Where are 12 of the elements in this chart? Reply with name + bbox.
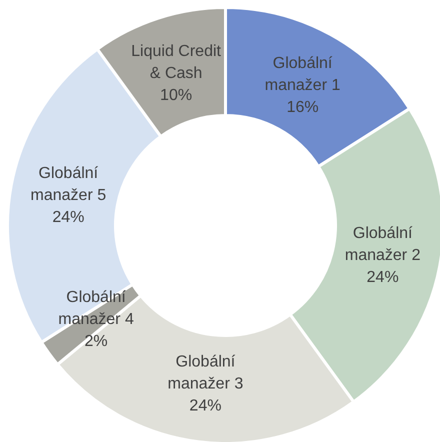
slice-label: Globální manažer 5 (30, 165, 106, 204)
slice-label: Globální manažer 2 (344, 224, 421, 264)
data-label: 24% (366, 268, 399, 286)
slice-label: Globální manažer 4 (58, 289, 134, 328)
data-label: 16% (286, 98, 319, 116)
data-label: 24% (189, 398, 222, 415)
slice-label: Liquid Credit & Cash (131, 42, 222, 82)
data-label: 10% (160, 86, 192, 104)
data-label: 24% (52, 209, 84, 226)
data-label: 2% (84, 333, 108, 350)
slice-label: Globální manažer 3 (168, 354, 244, 393)
slice-label: Globální manažer 1 (264, 54, 340, 94)
